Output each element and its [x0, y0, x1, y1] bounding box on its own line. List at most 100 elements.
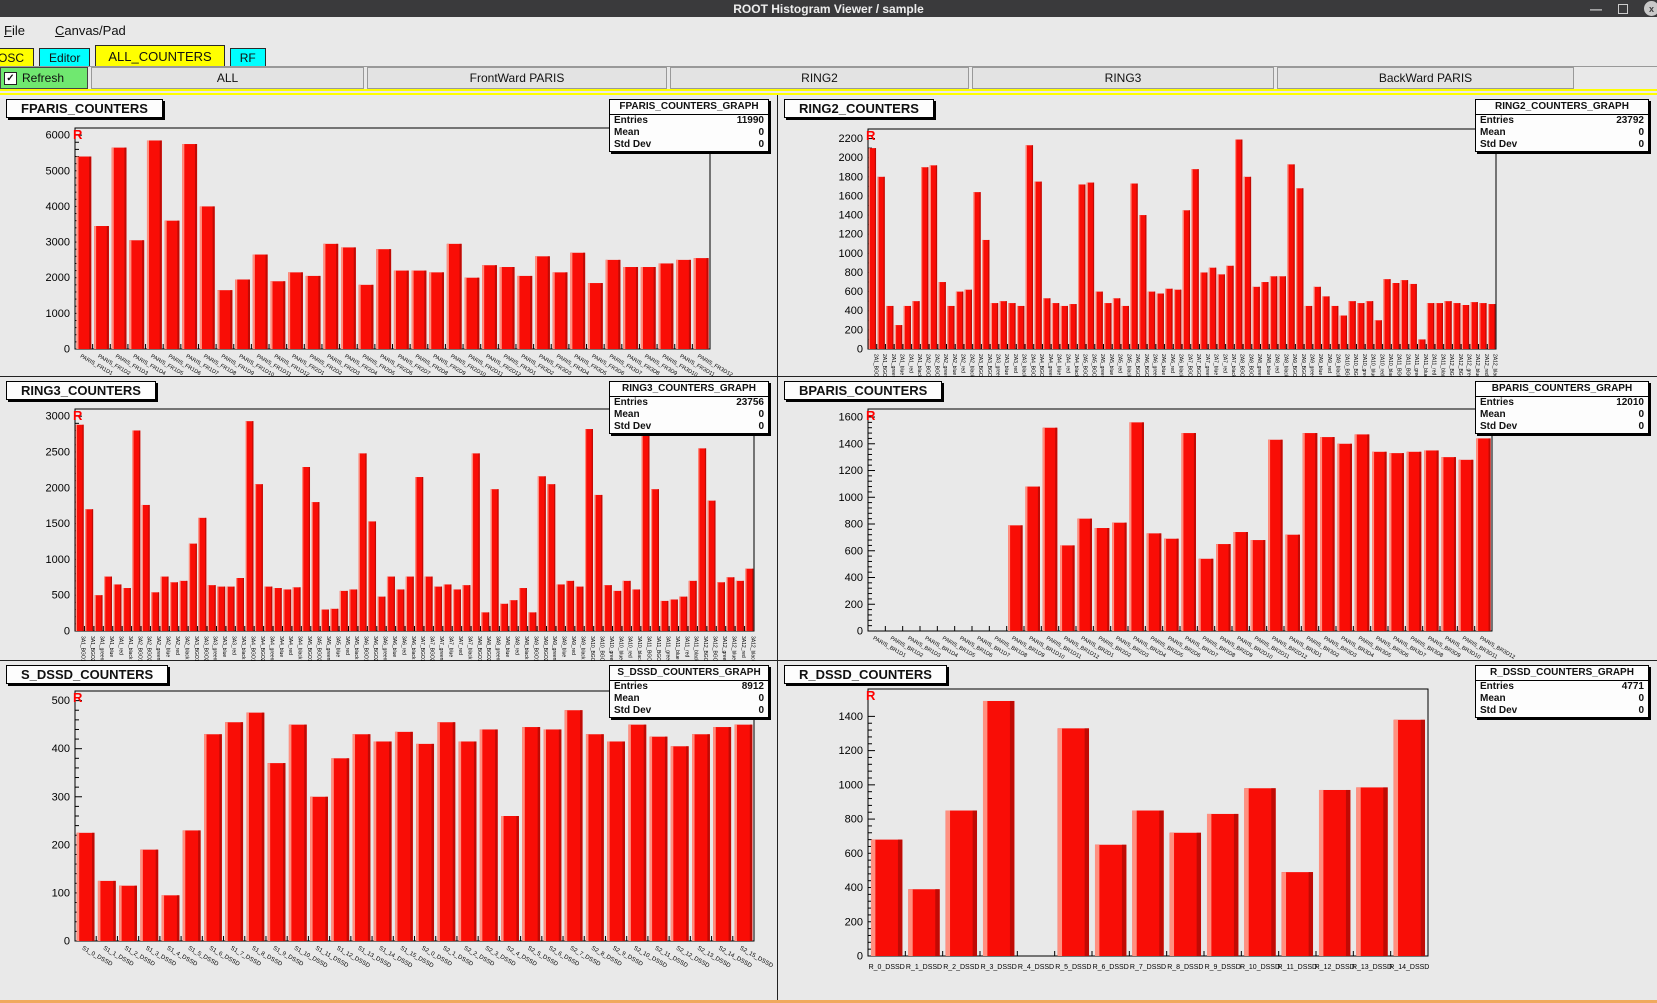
pad-ring2-counters[interactable]: 0 200 400 600 800 1000 1200 1400 1600 1800 2000 220…	[778, 95, 1657, 377]
pad-title-fparis[interactable]: FPARIS_COUNTERS	[6, 99, 163, 118]
fparis-histogram[interactable]: 0100020003000400050006000PARIS_FR1D1PARI…	[0, 95, 778, 377]
svg-text:3A1_BGO1: 3A1_BGO1	[80, 636, 86, 661]
view-tabs-row: ✓ Refresh ALL FrontWard PARIS RING2 RING…	[0, 67, 1657, 89]
ring3-histogram[interactable]: 0 500 1000 1500 2000 2500 3000 3A1_BGO1 3A1_BGO2…	[0, 377, 778, 661]
tab-all-counters[interactable]: ALL_COUNTERS	[95, 45, 225, 66]
svg-text:3A4_black: 3A4_black	[297, 636, 303, 660]
svg-text:0: 0	[857, 951, 863, 963]
close-icon[interactable]: x	[1644, 1, 1657, 16]
svg-text:3A11_green: 3A11_green	[664, 636, 670, 661]
svg-text:3A10_red: 3A10_red	[627, 636, 633, 658]
r-dssd-histogram[interactable]: 0 200 400 600 800 1000 1200 1400 R_0_DSSD R_1_DSS…	[778, 661, 1657, 1000]
svg-text:2A11_black: 2A11_black	[1439, 354, 1445, 377]
svg-text:R: R	[73, 127, 83, 142]
tab-editor[interactable]: Editor	[39, 48, 91, 66]
stats-mean-value: 0	[1638, 693, 1644, 704]
svg-text:1400: 1400	[839, 210, 863, 222]
svg-text:600: 600	[845, 545, 863, 557]
tab-rf[interactable]: RF	[229, 48, 266, 66]
menu-file[interactable]: File	[4, 22, 25, 38]
stats-entries-label: Entries	[1480, 115, 1514, 126]
view-tab-ring3[interactable]: RING3	[972, 67, 1274, 89]
root-canvas[interactable]: 0 1000 2000 3000 4000 5000 6000 PARIS_FR1D1 PARI…	[0, 95, 1657, 1000]
svg-text:3A4_green: 3A4_green	[268, 636, 274, 661]
svg-text:2000: 2000	[839, 152, 863, 164]
svg-text:3A1_blue: 3A1_blue	[108, 636, 114, 657]
pad-title-bparis[interactable]: BPARIS_COUNTERS	[784, 381, 943, 400]
svg-text:200: 200	[52, 839, 70, 851]
svg-text:1000: 1000	[839, 248, 863, 260]
svg-text:3A8_red: 3A8_red	[514, 636, 520, 655]
svg-text:3A12_BGO2: 3A12_BGO2	[712, 636, 718, 661]
svg-text:3A7_green: 3A7_green	[438, 636, 444, 661]
svg-text:R: R	[866, 128, 876, 143]
stats-box-ring3[interactable]: RING3_COUNTERS_GRAPH Entries 23756 Mean 0 …	[609, 381, 769, 434]
pad-s-dssd-counters[interactable]: 0 100 200 300 400 500 S1_0_DSSD S1_1_DSSD S1_2_D…	[0, 661, 778, 1000]
svg-text:R: R	[866, 408, 876, 423]
svg-text:2A10_green: 2A10_green	[1361, 354, 1367, 377]
view-tab-backward-paris[interactable]: BackWard PARIS	[1277, 67, 1574, 89]
pad-title-r-dssd[interactable]: R_DSSD_COUNTERS	[784, 665, 947, 684]
svg-text:2A3_BGO2: 2A3_BGO2	[986, 354, 992, 377]
svg-text:2A10_blue: 2A10_blue	[1370, 354, 1376, 377]
svg-text:2A12_BGO2: 2A12_BGO2	[1457, 354, 1463, 377]
refresh-checkbox[interactable]: ✓	[4, 71, 17, 85]
svg-text:2A4_black: 2A4_black	[1073, 354, 1079, 377]
menu-canvas-pad[interactable]: Canvas/Pad	[54, 22, 126, 38]
svg-text:2A2_green: 2A2_green	[942, 354, 948, 377]
svg-text:0: 0	[64, 344, 70, 356]
svg-text:2A8_black: 2A8_black	[1282, 354, 1288, 377]
stats-box-bparis[interactable]: BPARIS_COUNTERS_GRAPH Entries 12010 Mean 0…	[1475, 381, 1649, 434]
svg-text:600: 600	[845, 848, 863, 860]
svg-text:2A9_BGO2: 2A9_BGO2	[1300, 354, 1306, 377]
svg-text:R_5_DSSD: R_5_DSSD	[1055, 964, 1091, 971]
bparis-histogram[interactable]: 02004006008001000120014001600PARIS_BR1D1…	[778, 377, 1657, 661]
svg-text:2A3_black: 2A3_black	[1021, 354, 1027, 377]
pad-fparis-counters[interactable]: 0 1000 2000 3000 4000 5000 6000 PARIS_FR1D1 PARI…	[0, 95, 778, 377]
pad-r-dssd-counters[interactable]: 0 200 400 600 800 1000 1200 1400 R_0_DSSD R_1_DSS…	[778, 661, 1657, 1000]
stats-mean-label: Mean	[614, 409, 640, 420]
pad-title-ring3[interactable]: RING3_COUNTERS	[6, 381, 156, 400]
menubar: File Canvas/Pad	[0, 17, 1657, 43]
svg-text:3A10_blue: 3A10_blue	[617, 636, 623, 660]
view-tab-ring2[interactable]: RING2	[670, 67, 969, 89]
stats-entries-label: Entries	[1480, 397, 1514, 408]
minimize-icon[interactable]: —	[1590, 1, 1602, 16]
stats-box-fparis[interactable]: FPARIS_COUNTERS_GRAPH Entries 11990 Mean 0…	[609, 99, 769, 152]
refresh-toggle[interactable]: ✓ Refresh	[0, 67, 88, 89]
pad-title-s-dssd[interactable]: S_DSSD_COUNTERS	[6, 665, 169, 684]
ring2-histogram[interactable]: 0 200 400 600 800 1000 1200 1400 1600 1800 2000 220…	[778, 95, 1657, 377]
svg-text:3A5_BGO2: 3A5_BGO2	[315, 636, 321, 661]
svg-text:2A2_blue: 2A2_blue	[951, 354, 957, 375]
stats-box-r-dssd[interactable]: R_DSSD_COUNTERS_GRAPH Entries 4771 Mean 0 …	[1475, 665, 1649, 718]
stats-title: RING2_COUNTERS_GRAPH	[1476, 100, 1648, 115]
svg-text:3A1_BGO2: 3A1_BGO2	[89, 636, 95, 661]
view-tab-all[interactable]: ALL	[91, 67, 364, 89]
pad-bparis-counters[interactable]: 0 200 400 600 800 1000 1200 1400 1600 PARIS_BR1D1…	[778, 377, 1657, 661]
tab-osc[interactable]: OSC	[0, 48, 35, 66]
svg-text:2A12_green: 2A12_green	[1465, 354, 1471, 377]
svg-text:2A8_BGO2: 2A8_BGO2	[1247, 354, 1253, 377]
svg-text:3A10_BGO2: 3A10_BGO2	[598, 636, 604, 661]
svg-text:500: 500	[52, 695, 70, 707]
pad-ring3-counters[interactable]: 0 500 1000 1500 2000 2500 3000 3A1_BGO1 3A1_BGO2…	[0, 377, 778, 661]
maximize-icon[interactable]	[1618, 3, 1628, 14]
svg-text:800: 800	[845, 519, 863, 531]
svg-text:3A2_BGO1: 3A2_BGO1	[136, 636, 142, 661]
stats-stddev-value: 0	[758, 421, 764, 432]
svg-text:3A2_black: 3A2_black	[183, 636, 189, 660]
s-dssd-histogram[interactable]: 0100200300400500S1_0_DSSDS1_1_DSSDS1_2_D…	[0, 661, 778, 1000]
svg-text:4000: 4000	[46, 201, 70, 213]
window-titlebar[interactable]: ROOT Histogram Viewer / sample — x	[0, 0, 1657, 17]
stats-mean-label: Mean	[1480, 409, 1506, 420]
stats-mean-value: 0	[1638, 409, 1644, 420]
stats-box-ring2[interactable]: RING2_COUNTERS_GRAPH Entries 23792 Mean 0 …	[1475, 99, 1649, 152]
pad-title-ring2[interactable]: RING2_COUNTERS	[784, 99, 934, 118]
svg-text:R: R	[73, 408, 83, 423]
svg-text:2000: 2000	[46, 272, 70, 284]
svg-text:2A8_red: 2A8_red	[1274, 354, 1280, 373]
svg-text:2A3_red: 2A3_red	[1012, 354, 1018, 373]
stats-box-s-dssd[interactable]: S_DSSD_COUNTERS_GRAPH Entries 8912 Mean 0 …	[609, 665, 769, 718]
view-tab-frontward-paris[interactable]: FrontWard PARIS	[367, 67, 667, 89]
svg-text:3A1_green: 3A1_green	[99, 636, 105, 661]
